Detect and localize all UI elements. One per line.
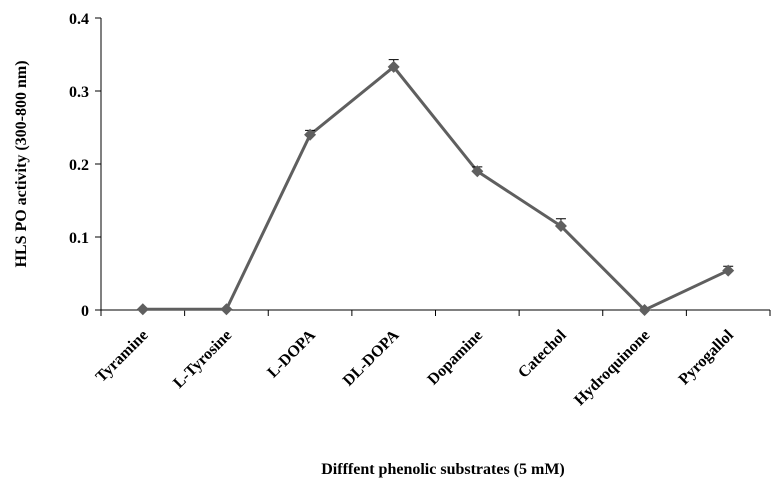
x-tick-label: Dopamine — [424, 327, 486, 389]
marker — [471, 165, 484, 178]
marker — [638, 304, 651, 316]
x-tick-label: Catechol — [515, 326, 570, 381]
x-tick-label: L-Tyrosine — [170, 327, 235, 392]
y-tick-label: 0.2 — [69, 157, 89, 174]
y-tick-label: 0.4 — [69, 11, 89, 28]
marker — [554, 220, 567, 233]
x-tick-label: L-DOPA — [264, 326, 319, 381]
x-tick-label: DL-DOPA — [340, 326, 403, 389]
marker — [387, 60, 400, 73]
y-tick-label: 0.3 — [69, 84, 89, 101]
y-tick-label: 0 — [81, 303, 89, 320]
y-axis-label: HLS PO activity (300-800 nm) — [13, 60, 30, 267]
x-tick-label: Tyramine — [93, 327, 152, 386]
x-tick-label: Pyrogallol — [676, 326, 738, 388]
marker — [136, 303, 149, 316]
marker — [722, 264, 735, 277]
x-tick-label: Hydroquinone — [571, 327, 653, 409]
x-axis-label: Difffent phenolic substrates (5 mM) — [321, 461, 565, 478]
y-tick-label: 0.1 — [69, 230, 89, 247]
marker — [220, 303, 233, 316]
marker — [304, 128, 317, 141]
series-line — [142, 64, 729, 312]
